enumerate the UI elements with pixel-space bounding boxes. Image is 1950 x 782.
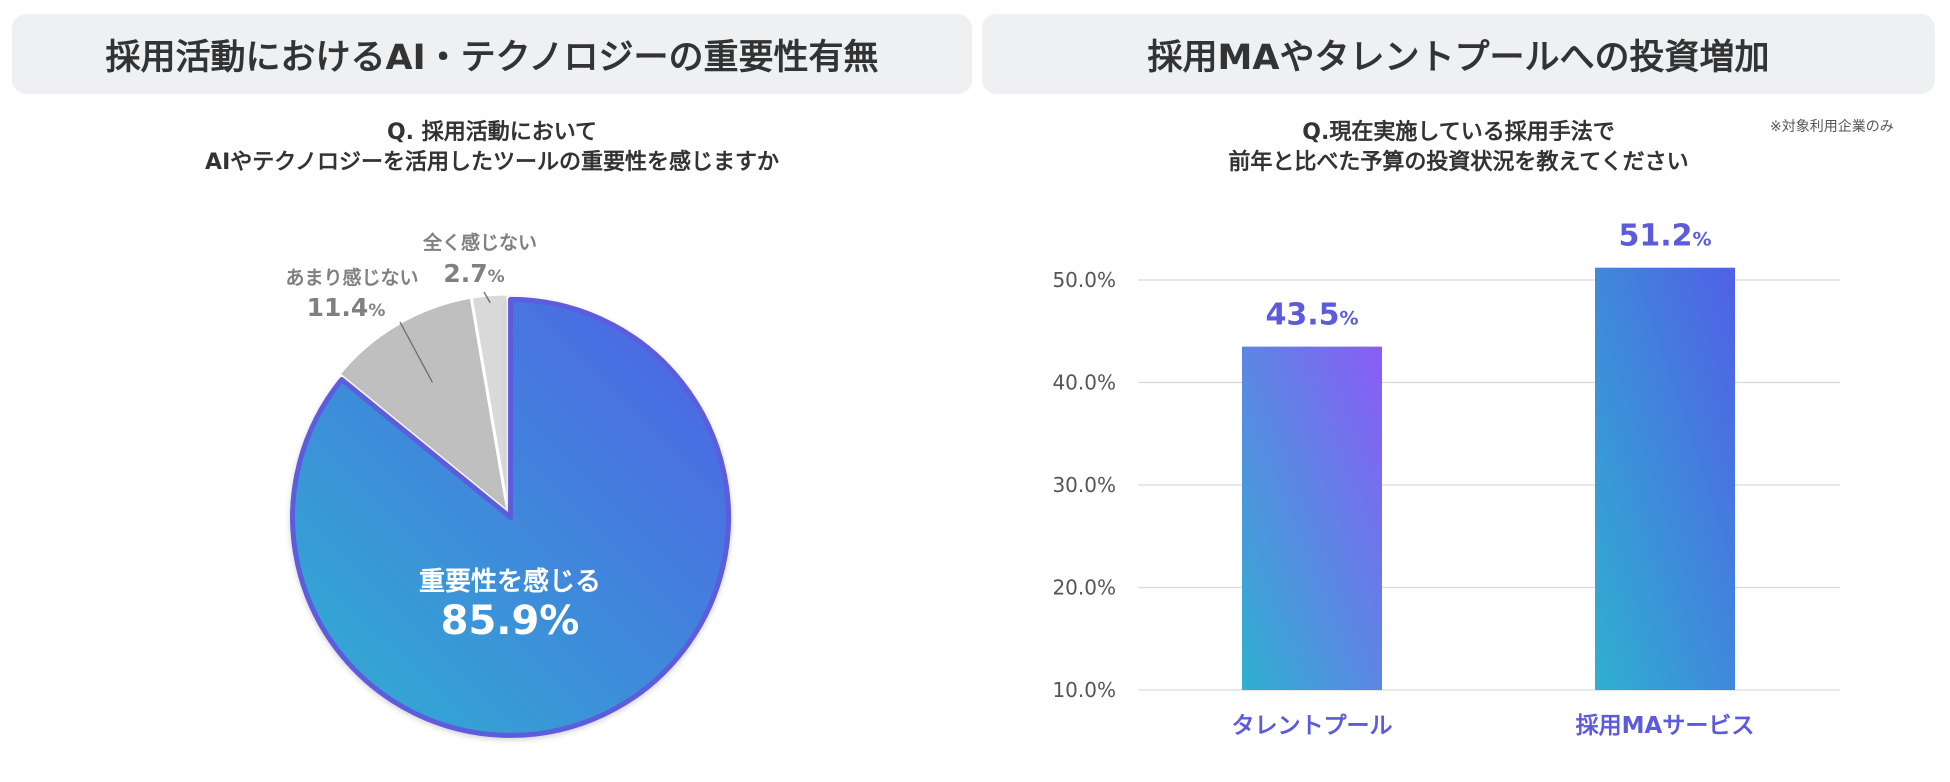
right-panel-title: 採用MAやタレントプールへの投資増加: [982, 14, 1935, 94]
bar-value-unit: %: [1692, 229, 1711, 251]
target-note: ※対象利用企業のみ: [1770, 119, 1894, 135]
pie-slice-important: [290, 296, 732, 738]
right-question-line2: 前年と比べた予算の投資状況を教えてください: [1228, 150, 1689, 175]
left-question: Q. 採用活動において AIやテクノロジーを活用したツールの重要性を感じますか: [12, 118, 972, 178]
bar-category-label: タレントプール: [1232, 713, 1393, 739]
pie-slice-slightly: [337, 295, 511, 516]
bar-ma-service: [1595, 267, 1735, 690]
bar-chart: 10.0% 20.0% 30.0% 40.0% 50.0% 43.5% タレントプール 51.…: [1052, 219, 1840, 739]
pie-label-not-at-all: 全く感じない: [422, 231, 537, 254]
pie-unit-slightly: %: [368, 301, 385, 321]
pie-leader-slightly: [399, 321, 434, 383]
pie-leader-not-at-all: [483, 291, 491, 304]
bar-value-label: 51.2%: [1618, 219, 1711, 254]
pie-value-not-at-all: 2.7%: [443, 259, 504, 288]
pie-value-important: 85.9%: [441, 598, 580, 644]
left-question-line2: AIやテクノロジーを活用したツールの重要性を感じますか: [205, 150, 779, 175]
left-panel-title: 採用活動におけるAI・テクノロジーの重要性有無: [12, 14, 972, 94]
pie-label-slightly: あまり感じない: [285, 266, 418, 289]
bar-value-label: 43.5%: [1265, 298, 1358, 333]
left-question-line1: Q. 採用活動において: [386, 120, 598, 145]
bar-value-unit: %: [1339, 308, 1358, 330]
bar-talent-pool: [1242, 346, 1382, 690]
pie-slice-not-at-all: [469, 292, 510, 513]
bar-ytick-label: 40.0%: [1052, 371, 1116, 395]
bar-ytick-label: 10.0%: [1052, 678, 1116, 702]
bar-category-label: 採用MAサービス: [1576, 713, 1755, 739]
bar-ytick-label: 20.0%: [1052, 576, 1116, 600]
right-question: Q.現在実施している採用手法で 前年と比べた予算の投資状況を教えてください: [982, 118, 1935, 178]
bar-ytick-label: 30.0%: [1052, 473, 1116, 497]
pie-label-important: 重要性を感じる: [419, 567, 601, 597]
pie-unit-not-at-all: %: [488, 267, 505, 287]
pie-value-slightly: 11.4%: [307, 293, 386, 322]
right-question-line1: Q.現在実施している採用手法で: [1302, 120, 1615, 145]
bar-ytick-label: 50.0%: [1052, 268, 1116, 292]
